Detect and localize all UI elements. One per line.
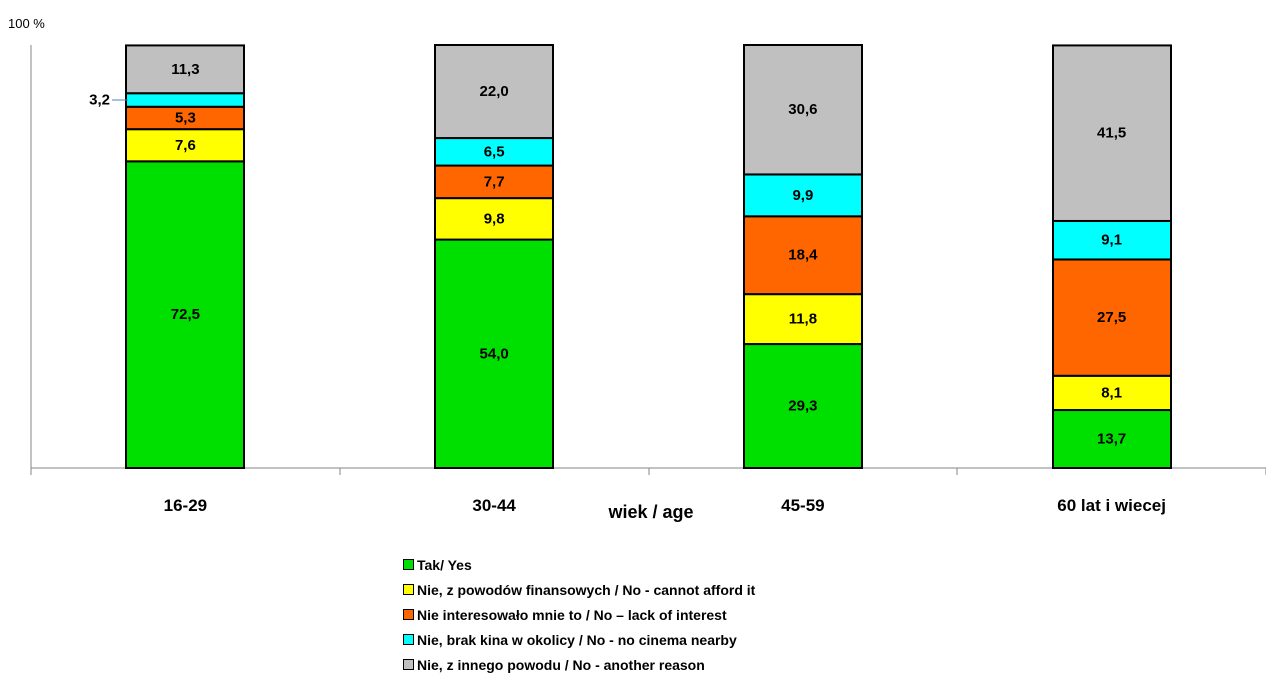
- bars: [126, 45, 1171, 468]
- legend: Tak/ Yes Nie, z powodów finansowych / No …: [403, 552, 755, 677]
- legend-swatch: [403, 659, 414, 670]
- bar-value-label: 11,3: [171, 61, 199, 78]
- bar-value-label: 41,5: [1097, 125, 1126, 142]
- legend-label: Tak/ Yes: [417, 557, 472, 573]
- legend-item-2: Nie, z powodów finansowych / No - cannot…: [403, 577, 755, 602]
- legend-swatch: [403, 559, 414, 570]
- bar-value-label: 72,5: [171, 306, 200, 323]
- bar-value-label: 9,9: [792, 187, 813, 204]
- legend-swatch: [403, 609, 414, 620]
- legend-item-4: Nie, brak kina w okolicy / No - no cinem…: [403, 627, 755, 652]
- legend-swatch: [403, 584, 414, 595]
- category-label-16-29: 16-29: [164, 496, 207, 515]
- x-axis-ticks: [31, 468, 1266, 475]
- bar-value-label: 11,8: [789, 311, 817, 328]
- bar-value-label: 22,0: [480, 83, 509, 100]
- legend-item-5: Nie, z innego powodu / No - another reas…: [403, 652, 755, 677]
- bar-value-label: 9,8: [484, 210, 505, 227]
- bar-value-label: 54,0: [480, 345, 509, 362]
- bar-value-label: 27,5: [1097, 309, 1126, 326]
- category-label-60-lat-i-wiecej: 60 lat i wiecej: [1057, 496, 1166, 515]
- bar-value-label: 30,6: [788, 101, 817, 118]
- y-axis-top-label: 100 %: [8, 16, 45, 31]
- bar-value-label: 9,1: [1101, 232, 1122, 249]
- legend-label: Nie interesowało mnie to / No – lack of …: [417, 607, 727, 623]
- bar-value-label: 6,5: [484, 143, 505, 160]
- category-label-45-59: 45-59: [781, 496, 824, 515]
- legend-swatch: [403, 634, 414, 645]
- x-axis-title: wiek / age: [607, 502, 693, 522]
- bar-value-label: 3,2: [89, 91, 110, 108]
- legend-label: Nie, z powodów finansowych / No - cannot…: [417, 582, 755, 598]
- legend-item-1: Tak/ Yes: [403, 552, 755, 577]
- bar-value-label: 29,3: [788, 398, 817, 415]
- bar-value-label: 7,6: [175, 137, 196, 154]
- bar-value-label: 18,4: [788, 247, 818, 264]
- legend-item-3: Nie interesowało mnie to / No – lack of …: [403, 602, 755, 627]
- bar-value-label: 7,7: [484, 173, 505, 190]
- legend-label: Nie, brak kina w okolicy / No - no cinem…: [417, 632, 737, 648]
- bar-value-label: 8,1: [1101, 384, 1122, 401]
- category-label-30-44: 30-44: [472, 496, 516, 515]
- bar-segment-16-29-series-4: [126, 93, 244, 107]
- legend-label: Nie, z innego powodu / No - another reas…: [417, 657, 705, 673]
- bar-value-label: 13,7: [1097, 431, 1126, 448]
- bar-value-label: 5,3: [175, 109, 196, 126]
